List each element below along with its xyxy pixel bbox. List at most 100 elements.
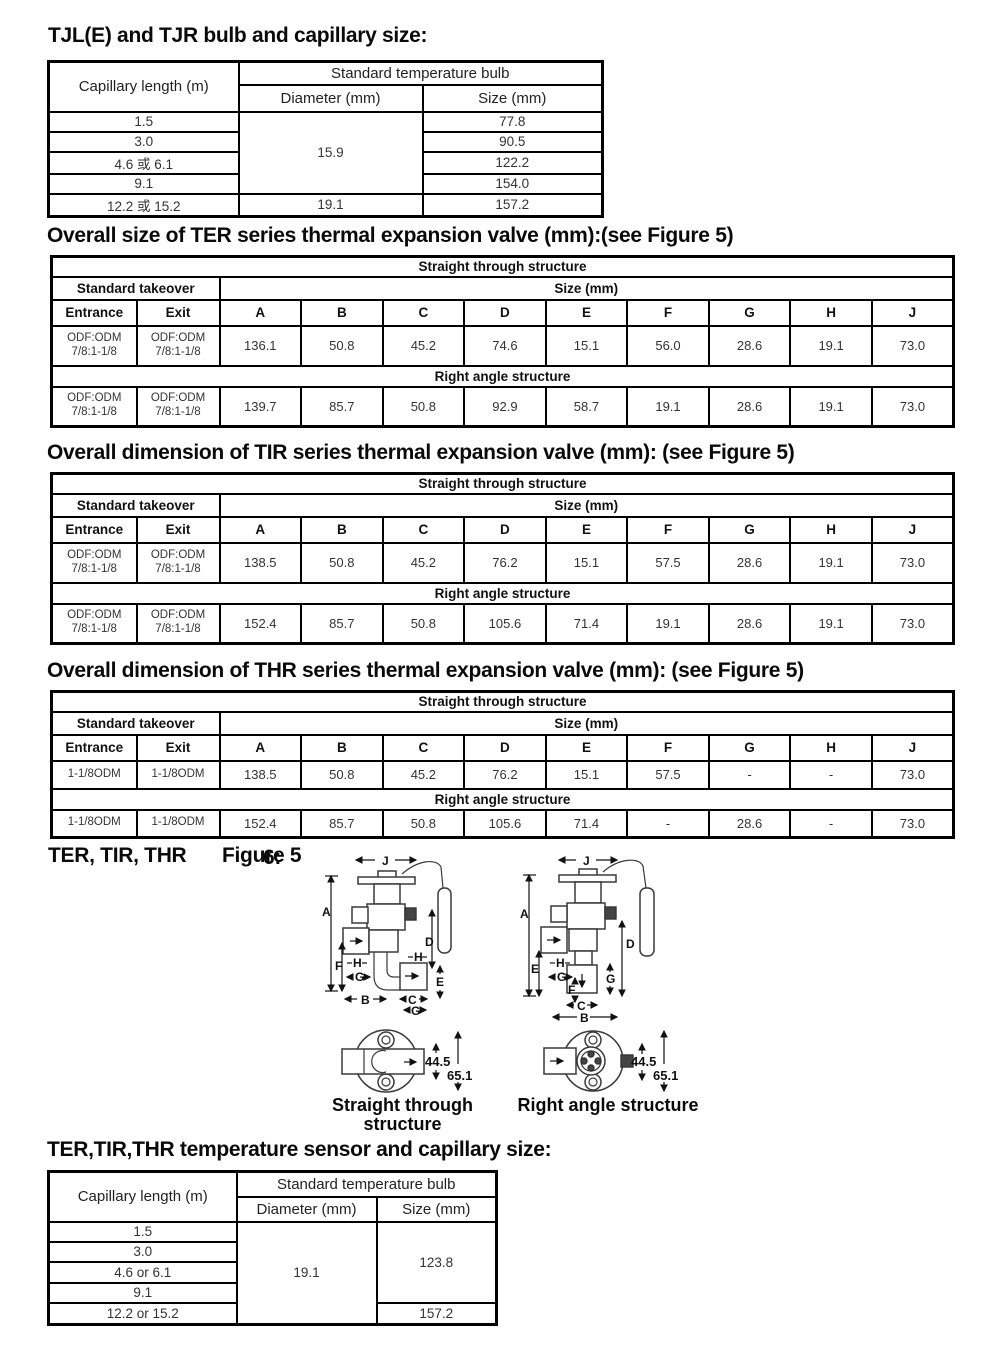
cell-size-main: 123.8 (375, 1220, 498, 1304)
section-title-tjl-tjr: TJL(E) and TJR bulb and capillary size: (48, 24, 428, 47)
cell-value: 152.4 (218, 808, 303, 839)
cell-value: 57.5 (626, 541, 710, 584)
cell-value: 15.1 (544, 324, 629, 367)
view-dim-inner: 44.5 (631, 1054, 656, 1069)
sensor-capillary-table: Capillary length (m) Standard temperatur… (47, 1170, 498, 1326)
cell-value: 56.0 (626, 324, 710, 367)
header-size: Size (mm) (375, 1195, 498, 1223)
cell-value: 73.0 (870, 324, 955, 367)
cell-size: 122.2 (421, 150, 604, 175)
header-capillary-length: Capillary length (m) (47, 1170, 238, 1223)
cell-value: 50.8 (300, 759, 384, 790)
header-dim-d: D (463, 733, 547, 762)
cell-exit: 1-1/8ODM (135, 759, 221, 790)
straight-through-valve-diagram: J A F H G D E H B C G (322, 854, 452, 1018)
header-dim-c: C (381, 733, 466, 762)
header-diameter: Diameter (mm) (235, 1195, 378, 1223)
cell-diameter: 19.1 (235, 1220, 378, 1326)
caption-right-angle: Right angle structure (517, 1095, 699, 1115)
section-title-ter: Overall size of TER series thermal expan… (47, 224, 734, 247)
header-dim-f: F (626, 298, 710, 327)
cell-value: 58.7 (544, 385, 629, 428)
capillary-tube (401, 860, 444, 889)
cell-value: 139.7 (218, 385, 303, 428)
cell-exit: ODF:ODM 7/8:1-1/8 (135, 602, 221, 645)
cell-value: 19.1 (626, 602, 710, 645)
header-dim-h: H (789, 515, 873, 544)
cell-length: 12.2 或 15.2 (47, 192, 240, 217)
header-standard-temp-bulb: Standard temperature bulb (237, 60, 604, 86)
cell-value: 76.2 (463, 541, 547, 584)
header-standard-takeover: Standard takeover (50, 275, 221, 301)
cell-value: 85.7 (300, 808, 384, 839)
header-entrance: Entrance (50, 515, 138, 544)
capillary-tube (602, 859, 647, 889)
dim-label-b: B (361, 993, 370, 1007)
cell-entrance: ODF:ODM 7/8:1-1/8 (50, 541, 138, 584)
cell-value: 152.4 (218, 602, 303, 645)
cell-exit: 1-1/8ODM (135, 808, 221, 839)
cell-value: 19.1 (789, 602, 873, 645)
header-dim-e: E (544, 733, 629, 762)
view-dim-inner: 44.5 (425, 1054, 450, 1069)
cell-size-last: 157.2 (375, 1301, 498, 1326)
cell-value: 45.2 (381, 759, 466, 790)
cell-value: 50.8 (381, 385, 466, 428)
cell-exit: ODF:ODM 7/8:1-1/8 (135, 385, 221, 428)
header-straight-structure: Straight through structure (50, 255, 955, 278)
dim-label-g-right: G (606, 972, 615, 986)
view-dim-outer: 65.1 (447, 1068, 472, 1083)
header-standard-takeover: Standard takeover (50, 710, 221, 736)
caption-straight-line2: structure (363, 1114, 442, 1134)
cell-value: 28.6 (707, 602, 792, 645)
header-straight-structure: Straight through structure (50, 472, 955, 495)
header-dim-a: A (218, 733, 303, 762)
header-dim-a: A (218, 515, 303, 544)
cell-value: 85.7 (300, 385, 384, 428)
section-title-tir: Overall dimension of TIR series thermal … (47, 441, 795, 464)
cell-exit: ODF:ODM 7/8:1-1/8 (135, 541, 221, 584)
header-size: Size (mm) (421, 83, 604, 113)
tjl-tjr-capillary-table: Capillary length (m) Standard temperatur… (47, 60, 604, 218)
header-dim-g: G (707, 298, 792, 327)
cell-entrance: ODF:ODM 7/8:1-1/8 (50, 602, 138, 645)
dim-label-g-left: G (355, 970, 364, 984)
cell-value: 138.5 (218, 541, 303, 584)
cell-value: 136.1 (218, 324, 303, 367)
header-dim-f: F (626, 515, 710, 544)
cell-size: 154.0 (421, 172, 604, 195)
figure-series-label: TER, TIR, THR (48, 844, 187, 867)
header-dim-e: E (544, 298, 629, 327)
cell-value: 15.1 (544, 759, 629, 790)
cell-value: 45.2 (381, 541, 466, 584)
cell-entrance: ODF:ODM 7/8:1-1/8 (50, 385, 138, 428)
valve-plug (604, 906, 617, 920)
header-diameter: Diameter (mm) (237, 83, 424, 113)
dim-label-a: A (520, 907, 529, 921)
header-dim-b: B (300, 733, 384, 762)
header-dim-j: J (870, 298, 955, 327)
header-size-mm: Size (mm) (218, 710, 955, 736)
cell-value: 73.0 (870, 602, 955, 645)
dim-label-a: A (322, 905, 331, 919)
section-title-sensor: TER,TIR,THR temperature sensor and capil… (47, 1138, 552, 1161)
cell-diameter-main: 15.9 (237, 110, 424, 195)
cell-exit: ODF:ODM 7/8:1-1/8 (135, 324, 221, 367)
dim-label-d: D (626, 937, 635, 951)
section-title-thr: Overall dimension of THR series thermal … (47, 659, 804, 682)
thr-dimension-table: Straight through structure Standard take… (50, 690, 955, 839)
cell-value: 28.6 (707, 808, 792, 839)
dim-label-e: E (531, 962, 539, 976)
cell-value: 71.4 (544, 808, 629, 839)
cell-value: - (789, 759, 873, 790)
dim-label-h-left: H (353, 956, 362, 970)
cell-value: 45.2 (381, 324, 466, 367)
header-entrance: Entrance (50, 298, 138, 327)
dim-label-f: F (335, 959, 342, 973)
header-dim-b: B (300, 298, 384, 327)
figure-caption-overlay: 6: (263, 846, 282, 869)
dim-label-h: H (556, 956, 565, 970)
header-size-mm: Size (mm) (218, 275, 955, 301)
header-size-mm: Size (mm) (218, 492, 955, 518)
